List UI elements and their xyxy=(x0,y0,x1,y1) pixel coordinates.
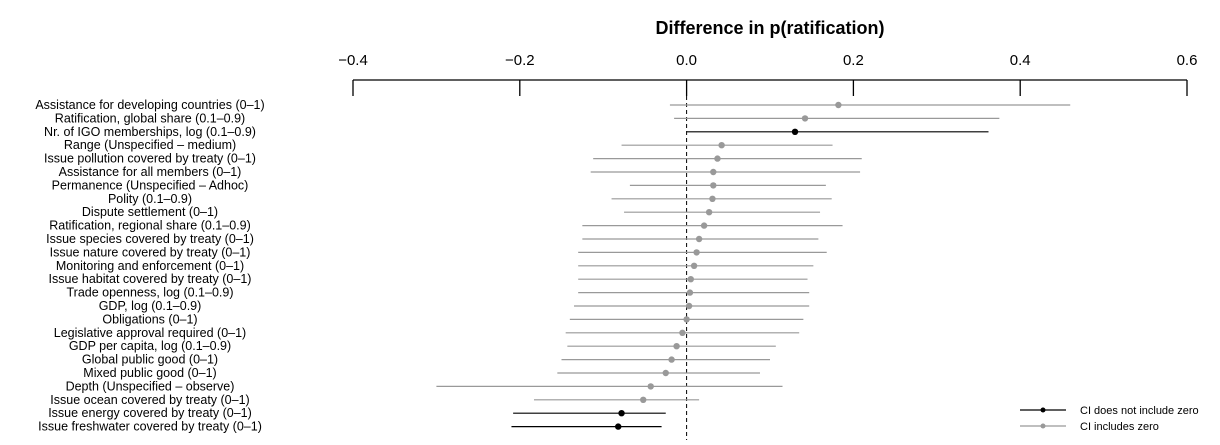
row-label: Obligations (0–1) xyxy=(102,312,197,326)
legend-marker xyxy=(1040,407,1046,413)
point-estimate xyxy=(710,168,717,176)
point-estimate xyxy=(647,383,654,390)
coefficient-row: Issue habitat covered by treaty (0–1) xyxy=(49,272,808,286)
row-label: Issue energy covered by treaty (0–1) xyxy=(48,406,252,420)
x-tick-label: 0.0 xyxy=(676,52,697,69)
coefficient-rows: Assistance for developing countries (0–1… xyxy=(35,98,1071,434)
point-estimate xyxy=(705,209,713,216)
point-estimate xyxy=(693,249,700,256)
row-label: Depth (Unspecified – observe) xyxy=(66,379,235,393)
coefficient-row: Issue ocean covered by treaty (0–1) xyxy=(50,393,700,407)
point-estimate xyxy=(686,289,694,296)
point-estimate xyxy=(710,182,717,189)
row-label: Assistance for all members (0–1) xyxy=(59,165,242,179)
row-label: Global public good (0–1) xyxy=(82,353,218,367)
x-axis: −0.4 −0.2 0.0 0.2 0.4 0.6 xyxy=(338,52,1197,96)
point-estimate xyxy=(618,410,625,417)
point-estimate xyxy=(687,276,694,283)
point-estimate xyxy=(662,369,669,377)
legend-marker xyxy=(1040,423,1046,429)
point-estimate xyxy=(679,329,686,336)
coefficient-row: Ratification, regional share (0.1–0.9) xyxy=(49,219,843,233)
chart-title: Difference in p(ratification) xyxy=(655,18,884,38)
row-label: Monitoring and enforcement (0–1) xyxy=(56,259,244,273)
point-estimate xyxy=(714,155,721,162)
coefficient-row: Assistance for all members (0–1) xyxy=(59,165,861,179)
coefficient-row: Assistance for developing countries (0–1… xyxy=(35,98,1071,112)
row-label: Assistance for developing countries (0–1… xyxy=(35,98,264,112)
row-label: Issue pollution covered by treaty (0–1) xyxy=(44,152,256,166)
coefficient-row: Ratification, global share (0.1–0.9) xyxy=(55,111,1000,125)
point-estimate xyxy=(791,128,799,135)
row-label: Issue habitat covered by treaty (0–1) xyxy=(49,272,252,286)
coefficient-row: Range (Unspecified – medium) xyxy=(64,138,833,152)
point-estimate xyxy=(801,115,809,122)
x-tick-label: −0.4 xyxy=(338,52,368,69)
row-label: Legislative approval required (0–1) xyxy=(54,326,246,340)
row-label: GDP per capita, log (0.1–0.9) xyxy=(69,339,231,353)
row-label: Permanence (Unspecified – Adhoc) xyxy=(52,178,249,192)
coefficient-row: Mixed public good (0–1) xyxy=(83,366,760,380)
coefficient-row: Issue nature covered by treaty (0–1) xyxy=(50,245,827,259)
row-label: Trade openness, log (0.1–0.9) xyxy=(66,286,233,300)
row-label: Nr. of IGO memberships, log (0.1–0.9) xyxy=(44,125,256,139)
row-label: Dispute settlement (0–1) xyxy=(82,205,218,219)
row-label: Ratification, global share (0.1–0.9) xyxy=(55,111,245,125)
coefficient-row: Permanence (Unspecified – Adhoc) xyxy=(52,178,826,192)
point-estimate xyxy=(690,262,698,269)
legend: CI does not include zero CI includes zero xyxy=(1020,405,1199,433)
coefficient-row: Legislative approval required (0–1) xyxy=(54,326,800,340)
row-label: Ratification, regional share (0.1–0.9) xyxy=(49,219,251,233)
row-label: Issue freshwater covered by treaty (0–1) xyxy=(38,420,262,434)
x-tick-label: 0.4 xyxy=(1010,52,1031,69)
point-estimate xyxy=(640,396,647,403)
row-label: Range (Unspecified – medium) xyxy=(64,138,236,152)
point-estimate xyxy=(695,235,703,243)
x-tick-label: −0.2 xyxy=(505,52,535,69)
point-estimate xyxy=(718,142,725,149)
coefficient-row: Issue freshwater covered by treaty (0–1) xyxy=(38,420,662,434)
coefficient-row: GDP, log (0.1–0.9) xyxy=(99,299,810,313)
point-estimate xyxy=(685,302,693,310)
row-label: Issue species covered by treaty (0–1) xyxy=(46,232,254,246)
point-estimate xyxy=(683,316,690,323)
coefficient-row: GDP per capita, log (0.1–0.9) xyxy=(69,339,776,353)
coefficient-row: Dispute settlement (0–1) xyxy=(82,205,821,219)
point-estimate xyxy=(673,343,680,350)
coefficient-row: Monitoring and enforcement (0–1) xyxy=(56,259,814,273)
point-estimate xyxy=(835,101,842,109)
legend-label: CI does not include zero xyxy=(1080,405,1199,417)
coefficient-row: Issue pollution covered by treaty (0–1) xyxy=(44,152,862,166)
coefficient-row: Issue species covered by treaty (0–1) xyxy=(46,232,819,246)
coefficient-row: Nr. of IGO memberships, log (0.1–0.9) xyxy=(44,125,989,139)
row-label: Polity (0.1–0.9) xyxy=(108,192,192,206)
coefficient-row: Depth (Unspecified – observe) xyxy=(66,379,783,393)
point-estimate xyxy=(709,195,716,202)
row-label: GDP, log (0.1–0.9) xyxy=(99,299,202,313)
row-label: Mixed public good (0–1) xyxy=(83,366,216,380)
row-label: Issue ocean covered by treaty (0–1) xyxy=(50,393,249,407)
x-tick-label: 0.6 xyxy=(1177,52,1198,69)
legend-label: CI includes zero xyxy=(1080,421,1159,433)
point-estimate xyxy=(668,356,675,363)
point-estimate xyxy=(615,423,622,430)
coefficient-row: Global public good (0–1) xyxy=(82,353,770,367)
coefficient-row: Polity (0.1–0.9) xyxy=(108,192,832,206)
point-estimate xyxy=(700,222,708,229)
coefficient-row: Trade openness, log (0.1–0.9) xyxy=(66,286,810,300)
coefficient-row: Issue energy covered by treaty (0–1) xyxy=(48,406,666,420)
coefficient-row: Obligations (0–1) xyxy=(102,312,804,326)
row-label: Issue nature covered by treaty (0–1) xyxy=(50,245,251,259)
x-tick-label: 0.2 xyxy=(843,52,864,69)
